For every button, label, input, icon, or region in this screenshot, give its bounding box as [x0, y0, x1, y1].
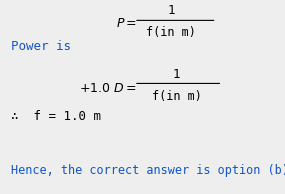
Text: f(in m): f(in m)	[152, 89, 202, 103]
Text: 1: 1	[173, 68, 180, 81]
Text: Power is: Power is	[11, 40, 72, 53]
Text: $+1.0\ D = $: $+1.0\ D = $	[79, 82, 137, 95]
Text: f(in m): f(in m)	[146, 25, 196, 39]
Text: $P = $: $P = $	[116, 17, 137, 30]
Text: 1: 1	[167, 4, 175, 17]
Text: ∴  f = 1.0 m: ∴ f = 1.0 m	[11, 110, 101, 123]
Text: Hence, the correct answer is option (b).: Hence, the correct answer is option (b).	[11, 164, 285, 177]
